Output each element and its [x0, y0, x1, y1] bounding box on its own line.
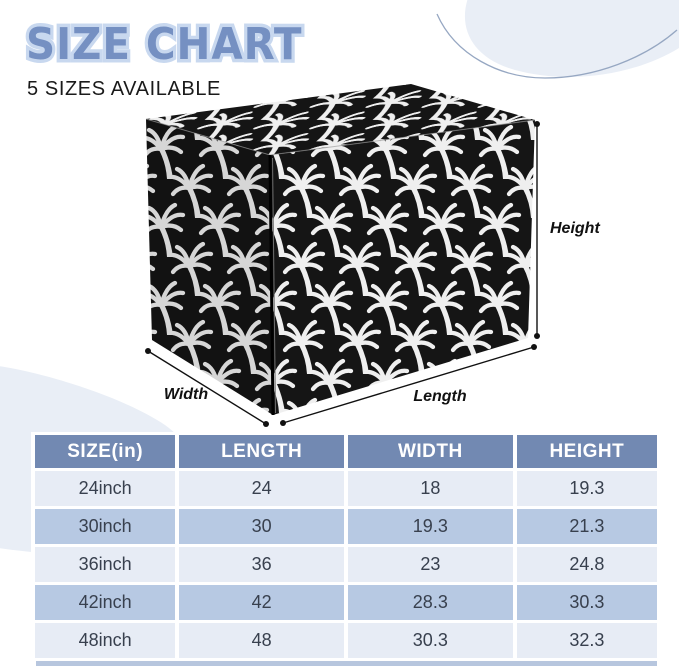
size-cell: 30inch [35, 509, 176, 544]
column-header-height: HEIGHT [516, 435, 657, 468]
height-cell: 32.3 [516, 623, 657, 658]
length-cell: 42 [179, 585, 344, 620]
table-row: 36inch 36 23 24.8 [35, 547, 657, 582]
length-cell: 30 [179, 509, 344, 544]
height-cell: 24.8 [516, 547, 657, 582]
size-cell: 48inch [35, 623, 176, 658]
column-header-size: SIZE(in) [35, 435, 176, 468]
width-label: Width [164, 386, 209, 403]
dimension-lines [145, 121, 540, 427]
length-label: Length [413, 388, 467, 405]
width-cell: 28.3 [347, 585, 513, 620]
height-label: Height [550, 220, 600, 237]
table-row: 30inch 30 19.3 21.3 [35, 509, 657, 544]
crate-front-seam-highlight [272, 157, 276, 414]
width-cell: 19.3 [347, 509, 513, 544]
table-row: 24inch 24 18 19.3 [35, 471, 657, 506]
width-cell: 18 [347, 471, 513, 506]
page-title-text: SIZE CHART [26, 19, 303, 70]
width-dimension-line [147, 350, 267, 425]
length-cell: 24 [179, 471, 344, 506]
crate-top-face [146, 84, 535, 155]
crate-right-face [270, 120, 535, 415]
size-cell: 42inch [35, 585, 176, 620]
size-cell: 36inch [35, 547, 176, 582]
size-cell: 24inch [35, 471, 176, 506]
crate-left-face [146, 119, 273, 415]
width-cell: 23 [347, 547, 513, 582]
table-row: 48inch 48 30.3 32.3 [35, 623, 657, 658]
length-cell: 36 [179, 547, 344, 582]
height-cell: 30.3 [516, 585, 657, 620]
swoosh-line [436, 13, 678, 79]
column-header-width: WIDTH [347, 435, 513, 468]
table-row: 42inch 42 28.3 30.3 [35, 585, 657, 620]
crate-left-face-shade [146, 119, 273, 415]
length-cell: 48 [179, 623, 344, 658]
page-subtitle: 5 SIZES AVAILABLE [27, 78, 221, 100]
table-bottom-strip [36, 660, 657, 666]
height-cell: 19.3 [516, 471, 657, 506]
crate-front-seam [268, 154, 275, 416]
top-right-blob [464, 0, 679, 77]
crate-cover-illustration [145, 84, 536, 416]
table-header-row: SIZE(in) LENGTH WIDTH HEIGHT [35, 435, 657, 468]
size-table: SIZE(in) LENGTH WIDTH HEIGHT 24inch 24 1… [31, 432, 661, 661]
width-cell: 30.3 [347, 623, 513, 658]
height-cell: 21.3 [516, 509, 657, 544]
length-dimension-line [282, 346, 535, 424]
column-header-length: LENGTH [179, 435, 344, 468]
page-title: SIZE CHART [26, 19, 303, 70]
